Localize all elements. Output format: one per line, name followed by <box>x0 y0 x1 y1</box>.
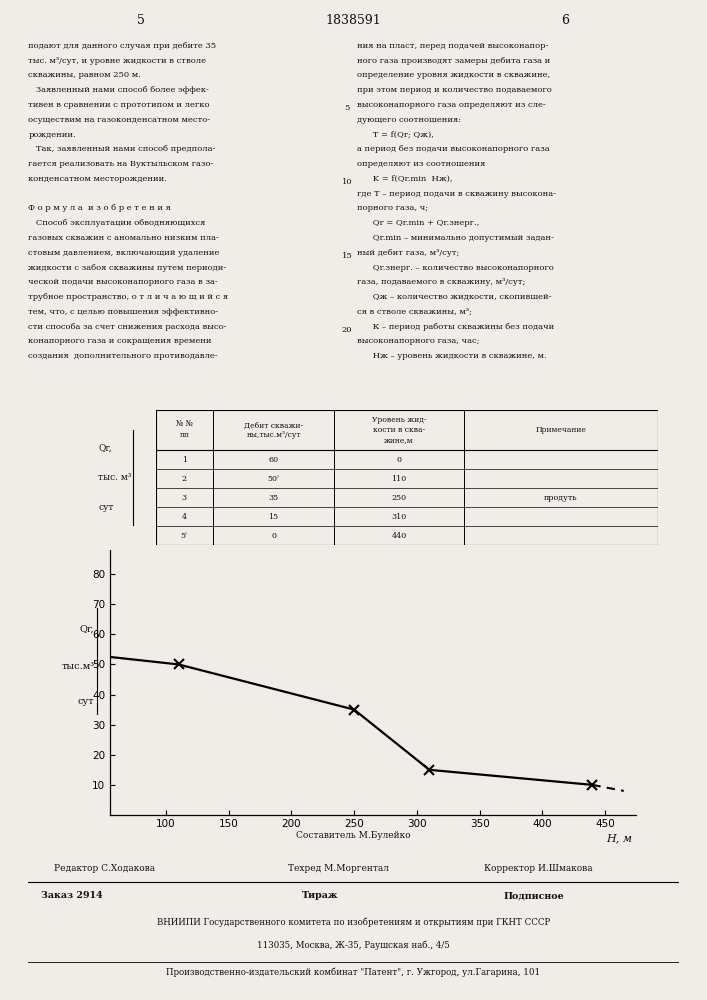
Text: сут: сут <box>78 697 95 706</box>
Text: определяют из соотношения: определяют из соотношения <box>357 160 485 168</box>
Text: 35: 35 <box>269 494 279 502</box>
Text: K = f(Qr.min  Hж),: K = f(Qr.min Hж), <box>357 175 452 183</box>
Text: 110: 110 <box>392 475 407 483</box>
Text: а период без подачи высоконапорного газа: а период без подачи высоконапорного газа <box>357 145 549 153</box>
Text: гается реализовать на Вуктыльском газо-: гается реализовать на Вуктыльском газо- <box>28 160 214 168</box>
Text: 3: 3 <box>182 494 187 502</box>
Text: ного газа производят замеры дебита газа и: ного газа производят замеры дебита газа … <box>357 57 550 65</box>
Text: 0: 0 <box>397 456 402 464</box>
Text: Примечание: Примечание <box>535 426 586 434</box>
Text: Заявленный нами способ более эффек-: Заявленный нами способ более эффек- <box>28 86 209 94</box>
Text: 113035, Москва, Ж-35, Раушская наб., 4/5: 113035, Москва, Ж-35, Раушская наб., 4/5 <box>257 941 450 950</box>
Text: конденсатном месторождении.: конденсатном месторождении. <box>28 175 167 183</box>
Text: газа, подаваемого в скважину, м³/сут;: газа, подаваемого в скважину, м³/сут; <box>357 278 525 286</box>
Text: 6: 6 <box>561 14 570 27</box>
Text: Qr,: Qr, <box>98 443 112 452</box>
Text: рождении.: рождении. <box>28 131 76 139</box>
Text: порного газа, ч;: порного газа, ч; <box>357 204 428 212</box>
Text: где Т – период подачи в скважину высокона-: где Т – период подачи в скважину высокон… <box>357 190 556 198</box>
Text: 4: 4 <box>182 513 187 521</box>
Text: ческой подачи высоконапорного газа в за-: ческой подачи высоконапорного газа в за- <box>28 278 218 286</box>
Text: 0: 0 <box>271 532 276 540</box>
Text: Редактор С.Ходакова: Редактор С.Ходакова <box>54 864 156 873</box>
Text: ВНИИПИ Государственного комитета по изобретениям и открытиям при ГКНТ СССР: ВНИИПИ Государственного комитета по изоб… <box>157 917 550 927</box>
Text: Qж – количество жидкости, скопившей-: Qж – количество жидкости, скопившей- <box>357 293 551 301</box>
Text: Qr.min – минимально допустимый задан-: Qr.min – минимально допустимый задан- <box>357 234 554 242</box>
Text: 20: 20 <box>341 326 352 334</box>
Text: Так, заявленный нами способ предпола-: Так, заявленный нами способ предпола- <box>28 145 216 153</box>
Text: тыс. м³: тыс. м³ <box>98 473 132 482</box>
Text: создания  дополнительного противодавле-: создания дополнительного противодавле- <box>28 352 218 360</box>
Text: при этом период и количество подаваемого: при этом период и количество подаваемого <box>357 86 551 94</box>
Text: продуть: продуть <box>544 494 578 502</box>
Text: сти способа за счет снижения расхода высо-: сти способа за счет снижения расхода выс… <box>28 323 227 331</box>
Text: 310: 310 <box>392 513 407 521</box>
Text: дующего соотношения:: дующего соотношения: <box>357 116 461 124</box>
Text: ся в стволе скважины, м³;: ся в стволе скважины, м³; <box>357 308 472 316</box>
Text: № №
пп: № № пп <box>176 421 193 439</box>
Text: Способ эксплуатации обводняющихся: Способ эксплуатации обводняющихся <box>28 219 206 227</box>
Text: тем, что, с целью повышения эффективно-: тем, что, с целью повышения эффективно- <box>28 308 218 316</box>
Text: Qr = Qr.min + Qr.знерг.,: Qr = Qr.min + Qr.знерг., <box>357 219 479 227</box>
Text: Подписное: Подписное <box>503 891 563 900</box>
Text: осуществим на газоконденсатном место-: осуществим на газоконденсатном место- <box>28 116 211 124</box>
Text: 5: 5 <box>137 14 146 27</box>
Text: Ф о р м у л а  и з о б р е т е н и я: Ф о р м у л а и з о б р е т е н и я <box>28 204 171 212</box>
Text: трубное пространство, о т л и ч а ю щ и й с я: трубное пространство, о т л и ч а ю щ и … <box>28 293 228 301</box>
Text: скважины, равном 250 м.: скважины, равном 250 м. <box>28 71 141 79</box>
Text: Qr.знерг. – количество высоконапорного: Qr.знерг. – количество высоконапорного <box>357 264 554 272</box>
Text: Дебит скважи-
ны,тыс.м³/сут: Дебит скважи- ны,тыс.м³/сут <box>244 421 303 439</box>
Text: высоконапорного газа, час;: высоконапорного газа, час; <box>357 337 479 345</box>
Text: 250: 250 <box>392 494 407 502</box>
Text: конапорного газа и сокращения времени: конапорного газа и сокращения времени <box>28 337 212 345</box>
Text: Нж – уровень жидкости в скважине, м.: Нж – уровень жидкости в скважине, м. <box>357 352 547 360</box>
Text: стовым давлением, включающий удаление: стовым давлением, включающий удаление <box>28 249 220 257</box>
Text: газовых скважин с аномально низким пла-: газовых скважин с аномально низким пла- <box>28 234 219 242</box>
Text: 2: 2 <box>182 475 187 483</box>
Text: сут: сут <box>98 503 114 512</box>
Text: 1: 1 <box>182 456 187 464</box>
Text: Корректор И.Шмакова: Корректор И.Шмакова <box>484 864 592 873</box>
Text: 5ʾ: 5ʾ <box>181 532 188 540</box>
Text: 60: 60 <box>269 456 279 464</box>
Text: тыс.м³: тыс.м³ <box>62 662 95 671</box>
Text: определение уровня жидкости в скважине,: определение уровня жидкости в скважине, <box>357 71 550 79</box>
Text: подают для данного случая при дебите 35: подают для данного случая при дебите 35 <box>28 42 216 50</box>
Text: 440: 440 <box>392 532 407 540</box>
Text: T = f(Qr; Qж),: T = f(Qr; Qж), <box>357 131 433 139</box>
Text: Уровень жид-
кости в сква-
жине,м: Уровень жид- кости в сква- жине,м <box>372 416 426 444</box>
Text: К – период работы скважины без подачи: К – период работы скважины без подачи <box>357 323 554 331</box>
Text: Техред М.Моргентал: Техред М.Моргентал <box>288 864 390 873</box>
Text: тивен в сравнении с прототипом и легко: тивен в сравнении с прототипом и легко <box>28 101 210 109</box>
Text: Qr,: Qr, <box>80 625 95 634</box>
Text: ния на пласт, перед подачей высоконапор-: ния на пласт, перед подачей высоконапор- <box>357 42 548 50</box>
Text: жидкости с забоя скважины путем периоди-: жидкости с забоя скважины путем периоди- <box>28 264 226 272</box>
Text: 1838591: 1838591 <box>326 14 381 27</box>
Text: 15: 15 <box>341 252 352 260</box>
Text: Заказ 2914: Заказ 2914 <box>41 891 103 900</box>
Text: Составитель М.Булейко: Составитель М.Булейко <box>296 831 411 840</box>
Text: Тираж: Тираж <box>301 891 338 900</box>
Text: H, м: H, м <box>607 833 633 843</box>
Text: 10: 10 <box>341 178 352 186</box>
Text: тыс. м³/сут, и уровне жидкости в стволе: тыс. м³/сут, и уровне жидкости в стволе <box>28 57 206 65</box>
Text: ный дебит газа, м³/сут;: ный дебит газа, м³/сут; <box>357 249 459 257</box>
Text: 5: 5 <box>344 104 350 112</box>
Text: 15: 15 <box>269 513 279 521</box>
Text: 50ʾ: 50ʾ <box>267 475 280 483</box>
Text: высоконапорного газа определяют из сле-: высоконапорного газа определяют из сле- <box>357 101 546 109</box>
Text: Производственно-издательский комбинат "Патент", г. Ужгород, ул.Гагарина, 101: Производственно-издательский комбинат "П… <box>166 968 541 977</box>
